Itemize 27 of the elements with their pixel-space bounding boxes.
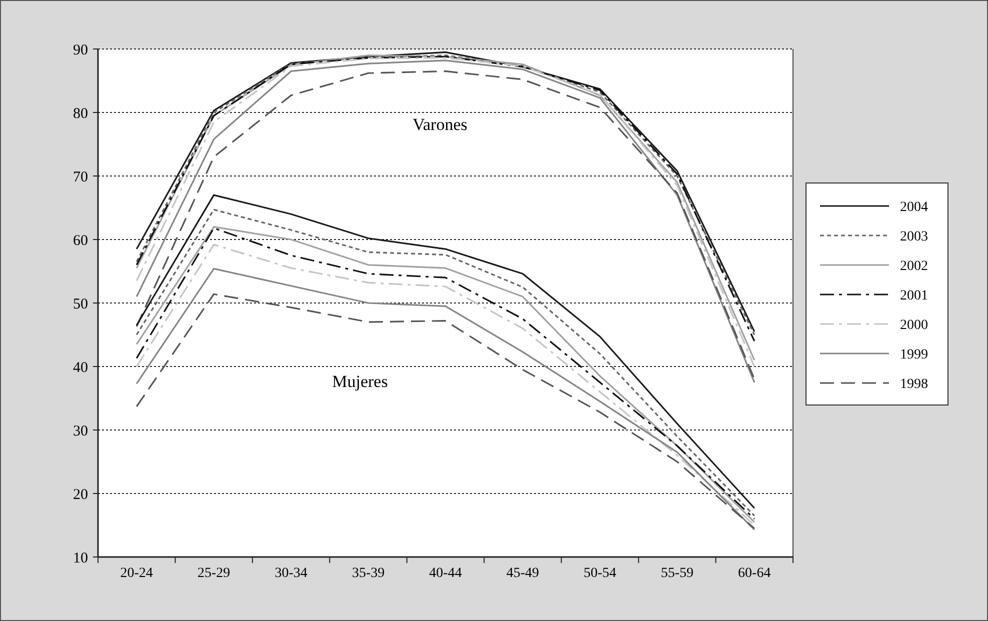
x-tick-label: 20-24 — [120, 566, 153, 581]
legend-label: 2000 — [900, 318, 928, 333]
y-tick-label: 50 — [73, 296, 88, 312]
annotation: Varones — [412, 114, 468, 134]
x-tick-label: 50-54 — [584, 566, 616, 581]
y-tick-label: 20 — [73, 486, 88, 503]
y-tick-label: 80 — [73, 106, 88, 122]
x-tick-label: 45-49 — [506, 566, 540, 581]
annotation: Mujeres — [332, 372, 388, 391]
x-tick-label: 55-59 — [660, 566, 694, 581]
y-tick-label: 70 — [73, 169, 88, 186]
legend-label: 1999 — [900, 347, 928, 362]
y-tick-label: 60 — [73, 232, 88, 249]
legend-label: 1998 — [900, 376, 928, 392]
legend-label: 2003 — [900, 229, 928, 244]
legend-label: 2001 — [900, 288, 928, 304]
y-tick-label: 10 — [73, 550, 88, 566]
legend-label: 2004 — [900, 200, 928, 215]
y-tick-label: 40 — [73, 360, 88, 376]
x-tick-label: 60-64 — [738, 566, 771, 581]
x-tick-label: 25-29 — [197, 566, 230, 581]
y-tick-label: 30 — [73, 423, 88, 440]
legend-label: 2002 — [900, 258, 928, 274]
x-tick-label: 30-34 — [274, 566, 308, 581]
x-tick-label: 40-44 — [429, 566, 462, 581]
y-tick-label: 90 — [73, 42, 88, 58]
x-tick-label: 35-39 — [352, 566, 385, 581]
